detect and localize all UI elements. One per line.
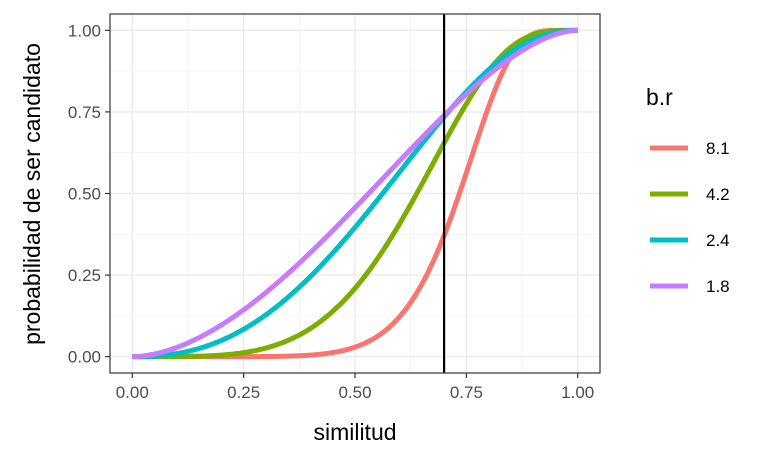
x-tick-label: 0.50 bbox=[338, 383, 371, 402]
y-tick-label: 1.00 bbox=[68, 21, 101, 40]
y-tick-label: 0.00 bbox=[68, 348, 101, 367]
legend-title: b.r bbox=[646, 84, 673, 110]
x-tick-label: 0.25 bbox=[227, 383, 260, 402]
legend-label: 2.4 bbox=[706, 231, 730, 250]
x-tick-label: 0.00 bbox=[116, 383, 149, 402]
series-line-1-8 bbox=[131, 27, 579, 360]
series-lines bbox=[131, 27, 579, 360]
x-tick-label: 1.00 bbox=[561, 383, 594, 402]
y-axis-title: probabilidad de ser candidato bbox=[19, 43, 45, 345]
legend-label: 8.1 bbox=[706, 139, 730, 158]
y-tick-label: 0.75 bbox=[68, 103, 101, 122]
grid bbox=[110, 14, 600, 373]
y-tick-label: 0.50 bbox=[68, 185, 101, 204]
legend-label: 4.2 bbox=[706, 185, 730, 204]
y-axis: 0.00 0.25 0.50 0.75 1.00 bbox=[68, 21, 110, 367]
series-line-4-2 bbox=[131, 27, 579, 360]
legend-label: 1.8 bbox=[706, 277, 730, 296]
y-tick-label: 0.25 bbox=[68, 266, 101, 285]
series-line-2-4 bbox=[131, 27, 579, 360]
x-axis: 0.00 0.25 0.50 0.75 1.00 bbox=[116, 373, 594, 402]
legend: b.r 8.1 4.2 2.4 1.8 bbox=[646, 84, 730, 296]
x-axis-title: similitud bbox=[313, 419, 396, 445]
x-tick-label: 0.75 bbox=[450, 383, 483, 402]
